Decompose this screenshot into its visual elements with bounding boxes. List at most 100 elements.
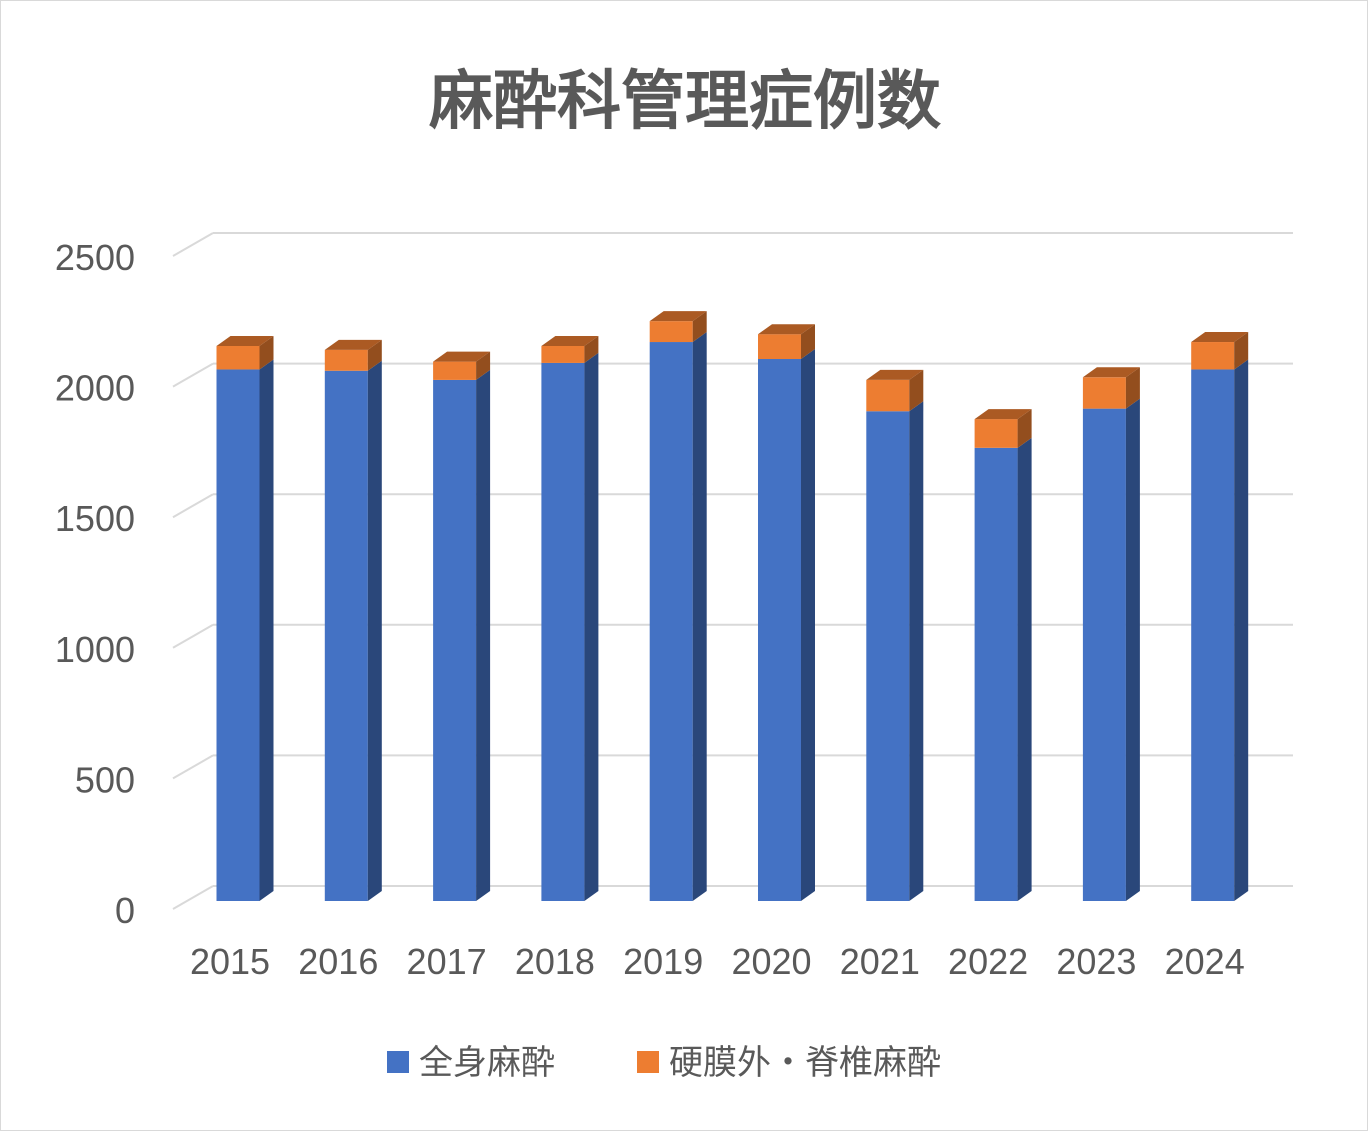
bar-2023-series-0 — [1082, 398, 1140, 901]
legend-swatch-general-anesthesia — [387, 1051, 409, 1073]
y-tick-label: 1000 — [55, 629, 135, 670]
bar-top — [649, 311, 707, 322]
bar-2017-series-1 — [433, 351, 491, 380]
x-tick-label: 2023 — [1056, 941, 1136, 982]
bar-side — [259, 359, 274, 901]
legend-label-general-anesthesia: 全身麻酔 — [419, 1043, 555, 1083]
bar-2015-series-1 — [216, 335, 274, 370]
legend-swatch-epidural-spinal — [637, 1051, 659, 1073]
bar-side — [1234, 359, 1249, 901]
bar-2019-series-1 — [649, 311, 707, 343]
bar-front — [541, 345, 585, 363]
bar-side — [801, 324, 815, 360]
bar-front — [649, 321, 693, 343]
bar-front — [649, 342, 693, 902]
x-tick-label: 2018 — [515, 941, 595, 982]
bar-2016-series-0 — [324, 360, 382, 901]
bar-2024-series-1 — [1191, 332, 1249, 370]
x-tick-label: 2017 — [407, 941, 487, 982]
bar-front — [1082, 408, 1126, 901]
bar-2022-series-1 — [974, 409, 1032, 448]
bar-top — [758, 324, 815, 335]
bar-side — [476, 351, 491, 380]
x-tick-label: 2021 — [840, 941, 920, 982]
bar-front — [433, 379, 477, 901]
gridline-diagonal — [172, 623, 214, 649]
bar-2020-series-0 — [758, 349, 815, 901]
x-tick-label: 2022 — [948, 941, 1028, 982]
bar-side — [476, 369, 491, 901]
x-axis-ticks: 2015 2016 2017 2018 2019 2020 2021 2022 2023 2024 — [190, 941, 1245, 982]
bar-side — [1017, 437, 1032, 901]
bar-side — [367, 339, 382, 371]
bar-front — [216, 345, 260, 370]
y-tick-label: 1500 — [55, 498, 135, 539]
legend-label-epidural-spinal: 硬膜外・脊椎麻酔 — [669, 1043, 941, 1083]
bar-side — [909, 369, 924, 412]
bar-side — [1125, 398, 1140, 901]
bar-2018-series-0 — [541, 352, 599, 902]
bar-side — [692, 332, 707, 902]
bar-top — [433, 351, 491, 362]
bar-top — [974, 409, 1032, 420]
bar-2017-series-0 — [433, 369, 491, 901]
bar-side — [1234, 332, 1249, 370]
bar-side — [692, 311, 707, 343]
bar-front — [541, 362, 585, 902]
bar-top — [324, 339, 382, 350]
bar-front — [324, 370, 368, 901]
bar-side — [801, 349, 815, 901]
bar-front — [1191, 342, 1235, 370]
bar-side — [259, 335, 274, 370]
legend: 全身麻酔 硬膜外・脊椎麻酔 — [387, 1043, 941, 1083]
y-tick-label: 2500 — [55, 237, 135, 278]
bar-front — [866, 379, 910, 412]
bar-2020-series-1 — [758, 324, 815, 360]
x-tick-label: 2019 — [623, 941, 703, 982]
bar-front — [216, 369, 260, 901]
bar-side — [1017, 409, 1032, 448]
bar-front — [974, 419, 1018, 448]
bar-2021-series-1 — [866, 369, 924, 412]
bar-2024-series-0 — [1191, 359, 1249, 901]
bar-2022-series-0 — [974, 437, 1032, 901]
bar-side — [1125, 367, 1140, 409]
bar-front — [324, 349, 368, 371]
bar-2019-series-0 — [649, 332, 707, 902]
x-tick-label: 2015 — [190, 941, 270, 982]
bar-front — [1191, 369, 1235, 901]
bar-top — [541, 335, 599, 346]
x-tick-label: 2016 — [298, 941, 378, 982]
bars — [216, 311, 1249, 902]
bar-2016-series-1 — [324, 339, 382, 371]
bar-side — [909, 401, 924, 901]
x-tick-label: 2020 — [731, 941, 811, 982]
gridline-diagonal — [172, 232, 214, 257]
gridline-diagonal — [172, 754, 214, 780]
bar-top — [866, 369, 924, 380]
y-tick-label: 2000 — [55, 368, 135, 409]
bar-front — [433, 361, 477, 380]
bar-side — [584, 352, 599, 902]
chart-title: 麻酔科管理症例数 — [429, 65, 941, 139]
bar-2023-series-1 — [1082, 367, 1140, 409]
gridline-diagonal — [172, 885, 214, 910]
y-tick-label: 0 — [115, 890, 135, 931]
gridline-diagonal — [172, 493, 214, 519]
bar-side — [584, 335, 599, 363]
bar-top — [1082, 367, 1140, 378]
x-tick-label: 2024 — [1165, 941, 1245, 982]
bar-2018-series-1 — [541, 335, 599, 363]
bar-front — [758, 359, 801, 901]
bar-side — [367, 360, 382, 901]
y-axis-ticks: 0 500 1000 1500 2000 2500 — [55, 237, 135, 931]
y-tick-label: 500 — [75, 759, 135, 800]
bar-top — [216, 335, 274, 346]
bar-top — [1191, 332, 1249, 343]
bar-2015-series-0 — [216, 359, 274, 901]
bar-2021-series-0 — [866, 401, 924, 901]
bar-front — [758, 334, 801, 360]
bar-front — [974, 447, 1018, 901]
